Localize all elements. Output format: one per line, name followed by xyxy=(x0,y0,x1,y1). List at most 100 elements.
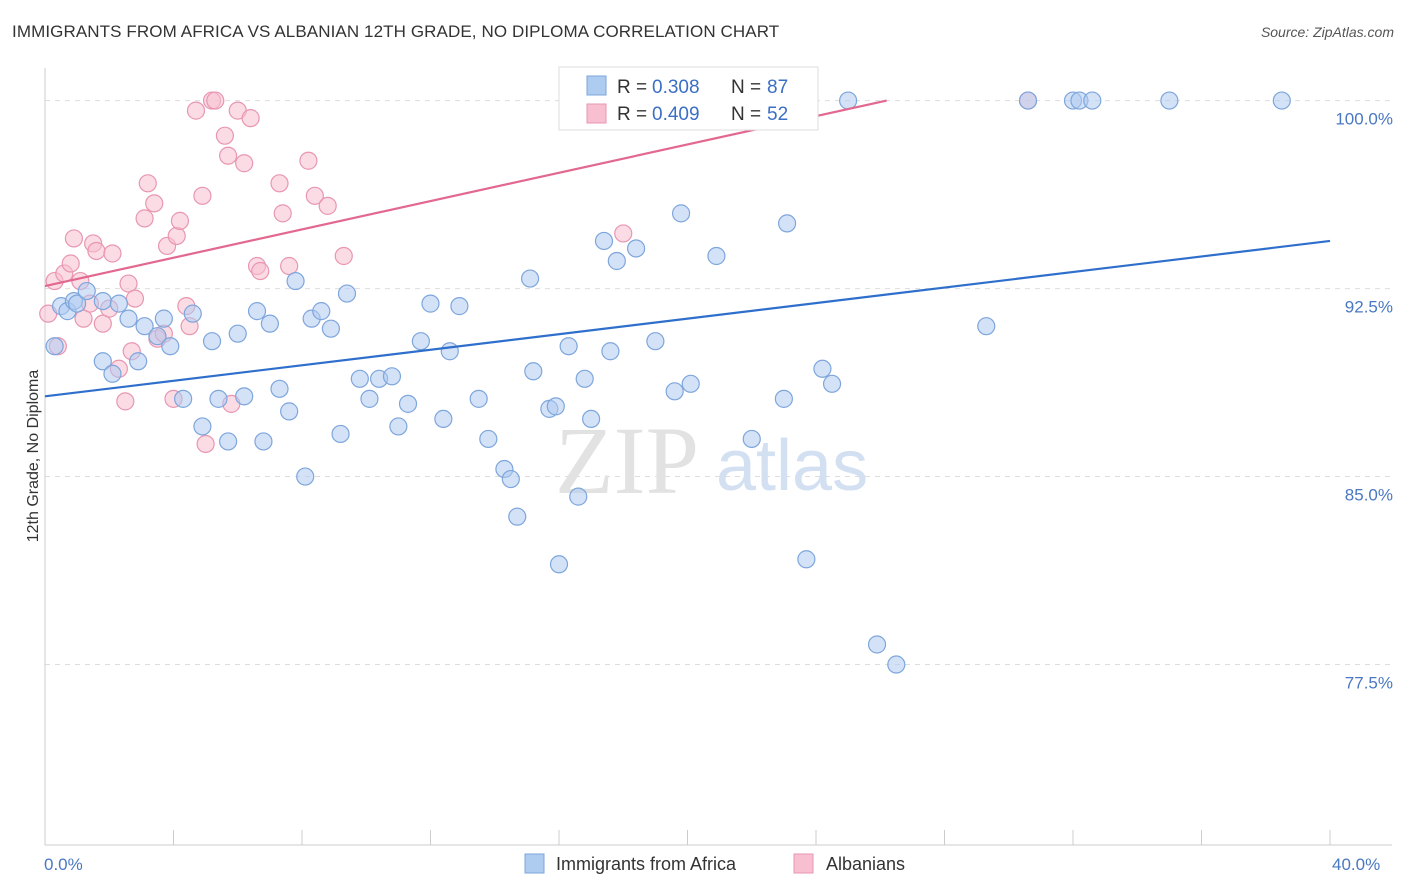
point-africa xyxy=(321,319,341,338)
point-africa xyxy=(93,352,112,371)
legend-bottom-label-albanians: Albanians xyxy=(826,854,905,874)
y-tick-label: 85.0% xyxy=(1345,486,1393,505)
point-africa xyxy=(228,324,247,343)
point-africa xyxy=(235,387,254,406)
point-africa xyxy=(601,342,620,361)
x-tick-marks xyxy=(44,830,1331,845)
point-albanians xyxy=(251,261,270,281)
point-africa xyxy=(270,379,289,398)
point-albanians xyxy=(219,146,238,165)
source-credit: Source: ZipAtlas.com xyxy=(1260,24,1394,40)
point-albanians xyxy=(93,314,112,333)
y-tick-label: 77.5% xyxy=(1345,674,1393,693)
trendline-africa xyxy=(44,239,1331,398)
point-africa xyxy=(508,507,527,526)
point-africa xyxy=(1018,91,1038,110)
point-africa xyxy=(350,369,369,388)
point-africa xyxy=(202,332,222,351)
point-africa xyxy=(129,352,148,371)
legend-n-value-africa: 87 xyxy=(767,77,788,98)
point-africa xyxy=(382,367,402,386)
point-africa xyxy=(469,389,488,408)
point-africa xyxy=(440,342,459,361)
legend-r-label-africa: R = xyxy=(617,77,647,98)
point-albanians xyxy=(305,186,324,205)
point-albanians xyxy=(61,254,80,273)
point-africa xyxy=(575,369,594,388)
point-albanians xyxy=(241,109,260,128)
point-africa xyxy=(209,389,228,408)
point-africa xyxy=(646,332,665,351)
point-africa xyxy=(1272,91,1291,110)
legend-n-value-albanians: 52 xyxy=(767,104,788,125)
y-axis-label: 12th Grade, No Diploma xyxy=(25,370,42,543)
grid-lines xyxy=(45,100,1392,666)
point-albanians xyxy=(116,392,135,411)
series-africa-points xyxy=(45,91,1291,674)
point-albanians xyxy=(193,186,212,205)
point-africa xyxy=(148,327,167,346)
point-africa xyxy=(68,294,87,313)
point-africa xyxy=(286,271,305,291)
point-africa xyxy=(183,304,202,323)
point-albanians xyxy=(196,434,215,454)
point-africa xyxy=(977,317,996,336)
point-africa xyxy=(665,382,684,401)
point-albanians xyxy=(235,154,254,173)
point-africa xyxy=(411,332,430,351)
point-albanians xyxy=(145,194,164,213)
trend-lines xyxy=(44,99,1331,398)
legend-bottom: Immigrants from Africa Albanians xyxy=(524,853,905,874)
point-africa xyxy=(813,359,832,378)
point-africa xyxy=(626,239,646,258)
point-albanians xyxy=(299,151,318,170)
point-africa xyxy=(549,555,569,574)
point-africa xyxy=(867,635,887,654)
point-africa xyxy=(135,317,154,336)
point-africa xyxy=(296,467,315,486)
point-africa xyxy=(254,432,273,451)
chart-title: IMMIGRANTS FROM AFRICA VS ALBANIAN 12TH … xyxy=(12,22,780,41)
point-africa xyxy=(280,402,299,421)
point-africa xyxy=(887,655,906,674)
point-africa xyxy=(607,251,626,271)
watermark-atlas: atlas xyxy=(716,426,868,506)
point-africa xyxy=(671,204,691,223)
y-tick-label: 92.5% xyxy=(1345,298,1393,317)
point-africa xyxy=(822,374,842,393)
point-africa xyxy=(479,429,498,449)
point-albanians xyxy=(280,256,299,276)
point-africa xyxy=(93,292,112,311)
point-africa xyxy=(119,309,138,328)
legend-bottom-label-africa: Immigrants from Africa xyxy=(556,854,737,874)
point-albanians xyxy=(206,91,225,110)
point-africa xyxy=(421,294,440,313)
point-albanians xyxy=(270,174,289,193)
point-africa xyxy=(312,302,331,321)
point-albanians xyxy=(614,224,633,243)
point-africa xyxy=(839,91,858,110)
point-africa xyxy=(546,397,565,416)
legend-bottom-swatch-africa xyxy=(524,853,545,874)
point-africa xyxy=(434,409,453,429)
point-albanians xyxy=(215,126,234,145)
point-africa xyxy=(398,394,418,413)
point-africa xyxy=(154,309,173,328)
y-tick-label: 100.0% xyxy=(1335,110,1393,129)
point-albanians xyxy=(318,196,337,215)
legend-bottom-swatch-albanians xyxy=(793,853,814,874)
legend-swatch-albanians xyxy=(586,103,607,124)
point-africa xyxy=(260,314,279,333)
point-africa xyxy=(174,389,193,408)
y-tick-labels: 77.5% 85.0% 92.5% 100.0% xyxy=(1335,110,1393,693)
point-africa xyxy=(45,337,64,356)
x-tick-label-max: 40.0% xyxy=(1332,855,1380,874)
point-africa xyxy=(582,409,601,429)
point-africa xyxy=(742,429,761,449)
point-africa xyxy=(797,550,816,569)
point-albanians xyxy=(167,226,186,246)
point-africa xyxy=(360,389,379,408)
point-africa xyxy=(681,374,700,393)
point-africa xyxy=(594,231,614,251)
